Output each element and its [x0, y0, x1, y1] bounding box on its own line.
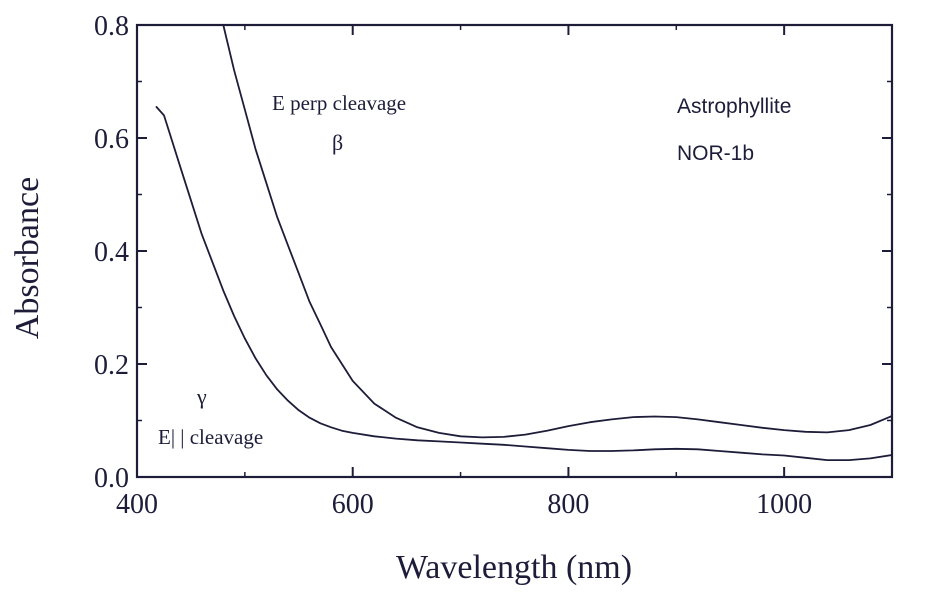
x-tick-label: 800: [547, 489, 589, 520]
sample-name-label: Astrophyllite: [677, 95, 791, 118]
y-tick-label: 0.8: [94, 11, 129, 42]
x-tick-label: 1000: [756, 489, 812, 520]
y-tick-label: 0.2: [94, 350, 129, 381]
plot-frame: [135, 23, 894, 479]
plot-area-border: [135, 23, 894, 479]
y-axis-title: Absorbance: [9, 177, 46, 339]
y-tick-label: 0.4: [94, 237, 129, 268]
x-axis-ticks: 400 600 800 1000: [116, 25, 812, 520]
beta-curve-label: E perp cleavage: [272, 91, 406, 115]
y-tick-label: 0.6: [94, 124, 129, 155]
x-tick-label: 600: [332, 489, 374, 520]
x-axis-title: Wavelength (nm): [396, 549, 632, 586]
x-tick-label: 400: [116, 489, 158, 520]
series-line-e-parallel-cleavage: [155, 106, 893, 461]
gamma-curve-label: E| | cleavage: [158, 425, 263, 449]
gamma-symbol-label: γ: [196, 384, 207, 409]
series-lines: [155, 24, 893, 461]
sample-id-label: NOR-1b: [677, 142, 754, 165]
series-line-e-perp-cleavage: [222, 24, 893, 439]
y-axis-ticks: 0.0 0.2 0.4 0.6 0.8: [94, 11, 892, 494]
y-tick-label: 0.0: [94, 463, 129, 494]
beta-symbol-label: β: [332, 130, 343, 155]
